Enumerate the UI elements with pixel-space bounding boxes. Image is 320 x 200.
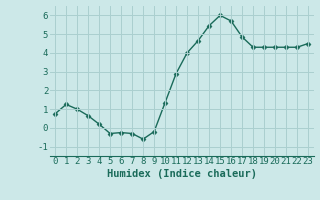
X-axis label: Humidex (Indice chaleur): Humidex (Indice chaleur) <box>107 169 257 179</box>
